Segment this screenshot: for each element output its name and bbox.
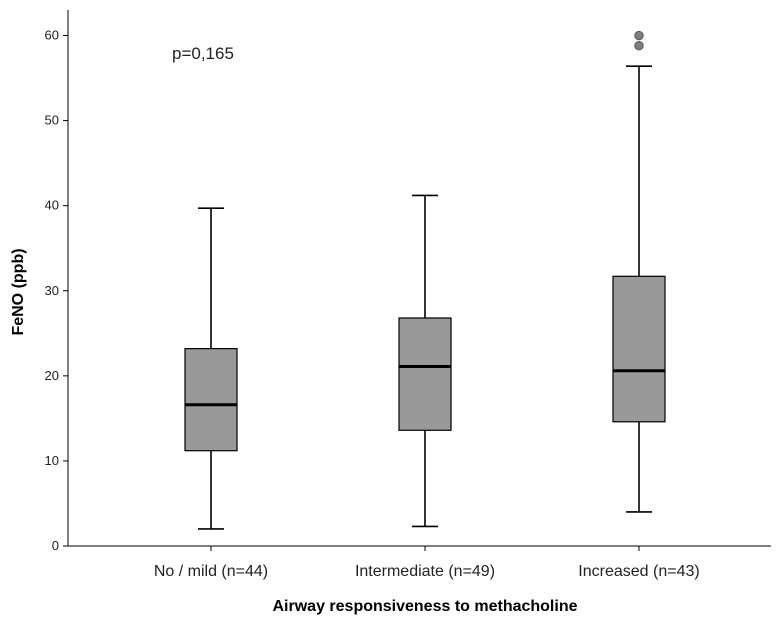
iqr-box: [184, 348, 238, 452]
y-tick-label: 10: [45, 453, 59, 468]
y-axis-title: FeNO (ppb): [10, 248, 27, 335]
y-tick-label: 60: [45, 28, 59, 43]
outlier-point: [634, 30, 644, 41]
outlier-point: [634, 41, 644, 51]
y-tick-label: 30: [45, 283, 59, 298]
category-label: Increased (n=43): [578, 563, 699, 580]
x-axis-title: Airway responsiveness to methacholine: [273, 598, 578, 615]
category-label: Intermediate (n=49): [355, 563, 495, 580]
y-tick-label: 50: [45, 113, 59, 128]
y-tick-label: 40: [45, 198, 59, 213]
box-group: [398, 194, 452, 528]
iqr-box: [612, 275, 666, 423]
y-tick-label: 20: [45, 368, 59, 383]
iqr-box: [398, 317, 452, 431]
p-value-annotation: p=0,165: [172, 44, 234, 63]
box-group: [612, 30, 666, 513]
plot-area: 0 10 20 30 40 50 60 No / mild (n=44) Intermediat…: [45, 10, 771, 580]
box-group: [184, 207, 238, 530]
category-label: No / mild (n=44): [154, 563, 268, 580]
y-tick-label: 0: [52, 538, 59, 553]
